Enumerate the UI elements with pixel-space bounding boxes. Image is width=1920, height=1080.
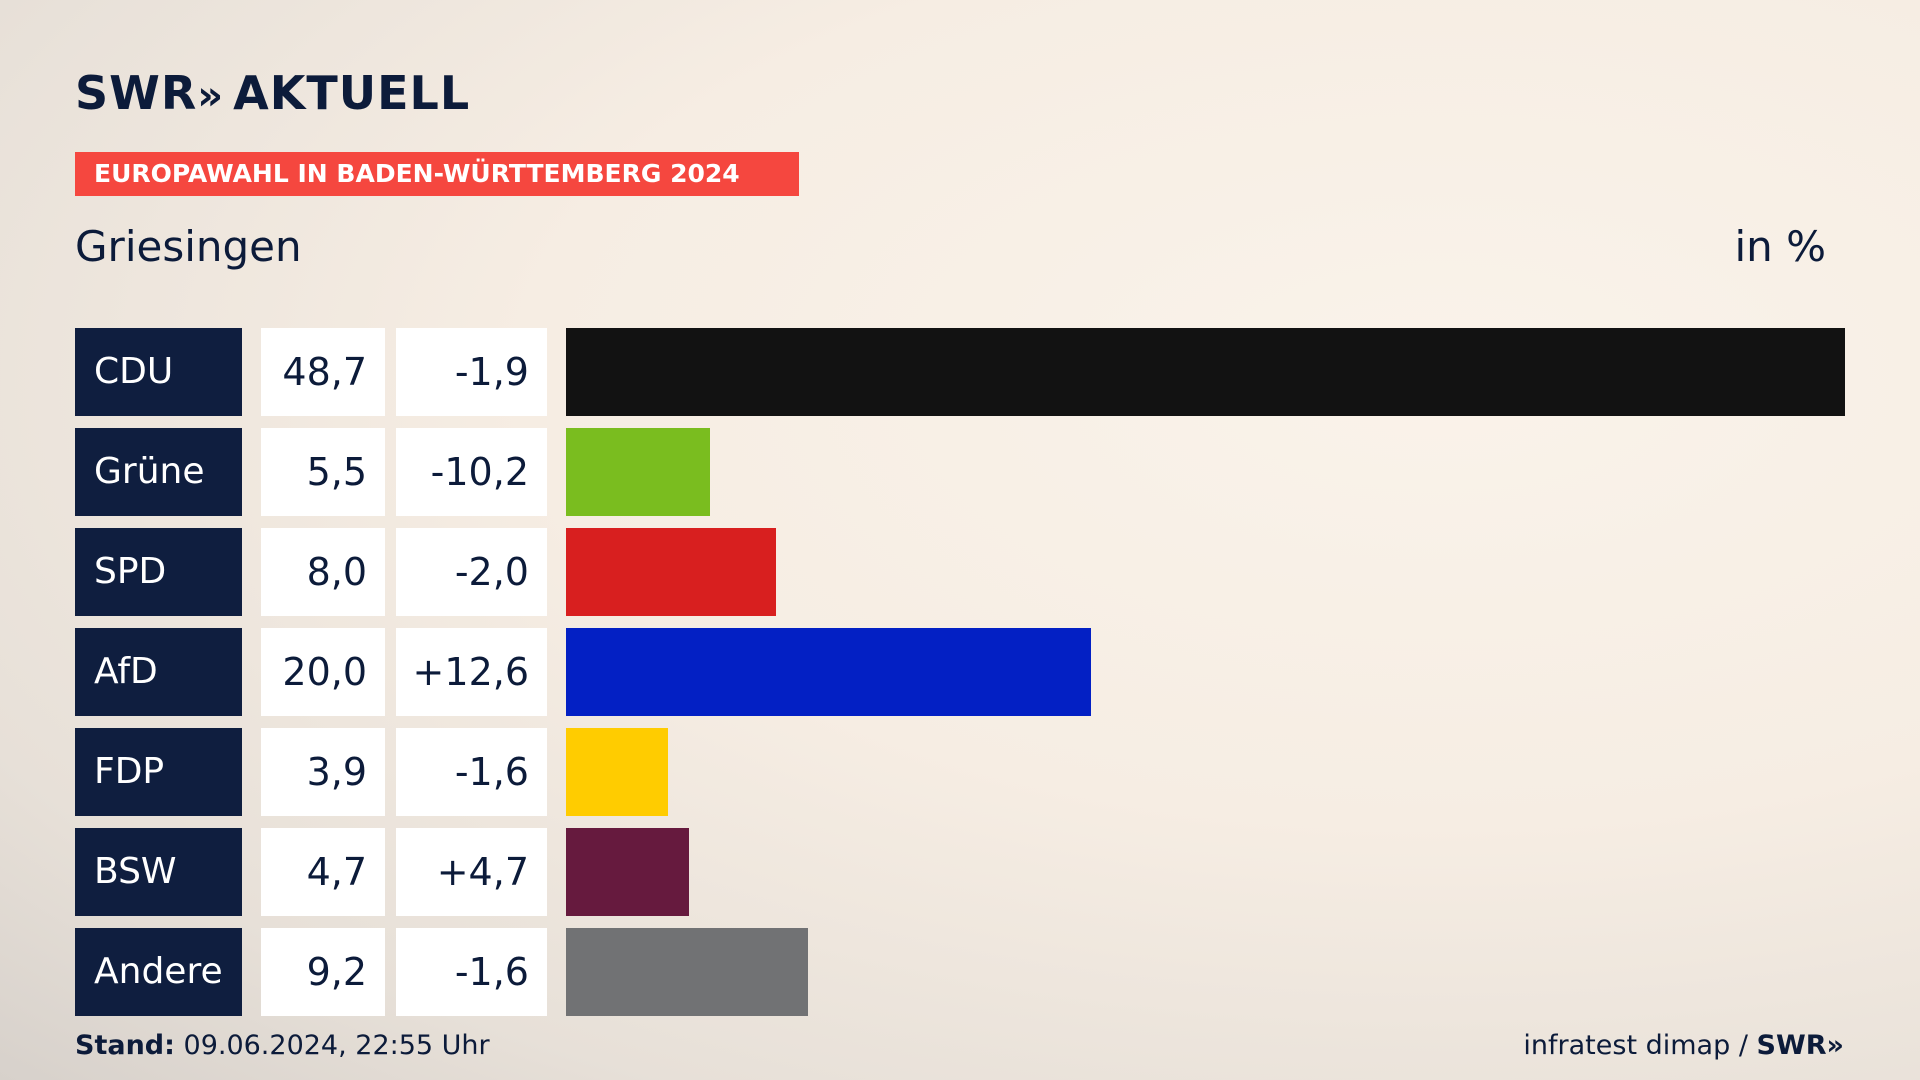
source-brand-logo: SWR» <box>1756 1030 1844 1061</box>
vote-share-value: 48,7 <box>261 328 385 416</box>
place-title: Griesingen <box>75 222 302 271</box>
bar-bsw <box>566 828 689 916</box>
vote-share-value: 5,5 <box>261 428 385 516</box>
vote-share-value: 9,2 <box>261 928 385 1016</box>
source-text: infratest dimap / <box>1523 1030 1748 1061</box>
bar-fdp <box>566 728 668 816</box>
bar-cdu <box>566 328 1845 416</box>
stand-value: 09.06.2024, 22:55 Uhr <box>183 1030 490 1061</box>
change-value: -2,0 <box>396 528 547 616</box>
change-value: -1,9 <box>396 328 547 416</box>
vote-share-value: 8,0 <box>261 528 385 616</box>
change-value: -1,6 <box>396 728 547 816</box>
logo-aktuell: AKTUELL <box>233 66 471 120</box>
change-value: -1,6 <box>396 928 547 1016</box>
bar-afd <box>566 628 1091 716</box>
party-label: AfD <box>75 628 242 716</box>
party-label: CDU <box>75 328 242 416</box>
change-value: -10,2 <box>396 428 547 516</box>
vote-share-value: 3,9 <box>261 728 385 816</box>
source-credit: infratest dimap / SWR» <box>1523 1030 1844 1061</box>
bar-andere <box>566 928 808 1016</box>
party-label: FDP <box>75 728 242 816</box>
vote-share-value: 4,7 <box>261 828 385 916</box>
logo-chevrons-icon: » <box>197 73 223 119</box>
swr-aktuell-logo: SWR» AKTUELL <box>75 66 470 120</box>
party-label: Andere <box>75 928 242 1016</box>
party-label: SPD <box>75 528 242 616</box>
timestamp: Stand: 09.06.2024, 22:55 Uhr <box>75 1030 490 1061</box>
party-label: BSW <box>75 828 242 916</box>
election-banner: EUROPAWAHL IN BADEN-WÜRTTEMBERG 2024 <box>75 152 799 196</box>
stand-label: Stand: <box>75 1030 175 1061</box>
vote-share-value: 20,0 <box>261 628 385 716</box>
change-value: +4,7 <box>396 828 547 916</box>
logo-swr: SWR <box>75 66 198 120</box>
change-value: +12,6 <box>396 628 547 716</box>
bar-spd <box>566 528 776 616</box>
unit-label: in % <box>1734 222 1826 271</box>
bar-grüne <box>566 428 710 516</box>
party-label: Grüne <box>75 428 242 516</box>
